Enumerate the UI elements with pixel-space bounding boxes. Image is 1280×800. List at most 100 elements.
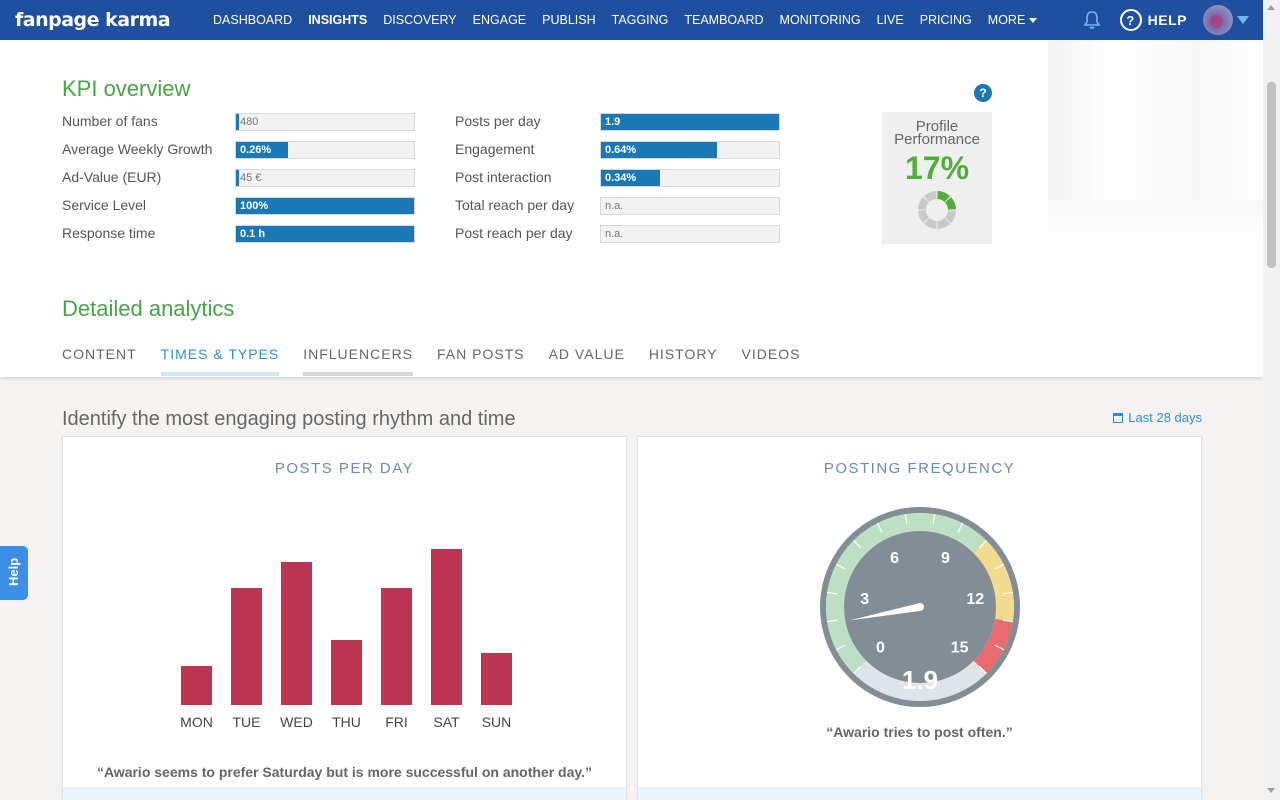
nav-item-discovery[interactable]: DISCOVERY	[383, 13, 457, 27]
help-side-tab-label: Help	[6, 557, 21, 586]
bar-sun[interactable]	[481, 653, 512, 705]
nav-item-engage[interactable]: ENGAGE	[472, 13, 527, 27]
kpi-left-bar[interactable]: 0.26%	[235, 141, 415, 159]
posts-per-day-caption: “Awario seems to prefer Saturday but is …	[96, 764, 593, 780]
kpi-right-label: Engagement	[455, 141, 535, 157]
posting-frequency-caption: “Awario tries to post often.”	[826, 724, 1013, 740]
kpi-bar-fill	[236, 170, 239, 186]
nav-item-live[interactable]: LIVE	[876, 13, 904, 27]
kpi-bar-fill	[236, 142, 288, 158]
posting-frequency-card: POSTING FREQUENCY 0 3 6 9 12 15 1.9 “Awario tr…	[637, 436, 1202, 800]
kpi-left-label: Number of fans	[62, 113, 158, 129]
kpi-right-bar[interactable]: n.a.	[600, 225, 780, 243]
gauge-tick	[978, 665, 987, 674]
kpi-left-bar[interactable]: 0.1 h	[235, 225, 415, 243]
date-range-label: Last 28 days	[1128, 410, 1202, 425]
kpi-left-bar[interactable]: 45 €	[235, 169, 415, 187]
help-label: HELP	[1147, 12, 1187, 28]
kpi-right-value: 0.34%	[605, 172, 637, 184]
nav-item-insights[interactable]: INSIGHTS	[308, 13, 368, 27]
posts-per-day-card: POSTS PER DAY MON TUE WED THU FRI SAT SUN “Awa…	[62, 436, 627, 800]
kpi-right-label: Posts per day	[455, 113, 541, 129]
kpi-left-label: Response time	[62, 225, 156, 241]
gauge-band	[973, 618, 1013, 674]
gauge-value-label: 1.9	[902, 665, 938, 695]
kpi-panel	[0, 40, 1263, 377]
scroll-thumb[interactable]	[1267, 82, 1276, 268]
tab-ad-value[interactable]: AD VALUE	[548, 346, 625, 362]
kpi-bar-fill	[236, 114, 239, 130]
bar-thu[interactable]	[331, 640, 362, 705]
brand-logo[interactable]: fanpage karma	[15, 9, 171, 31]
gauge-tick	[904, 514, 908, 525]
kpi-bar-fill	[601, 114, 779, 130]
kpi-right-label: Post reach per day	[455, 225, 573, 241]
tab-content[interactable]: CONTENT	[62, 346, 137, 362]
bar-fri[interactable]	[381, 588, 412, 705]
kpi-right-bar[interactable]: 0.64%	[600, 141, 780, 159]
performance-ring-segment	[945, 210, 956, 223]
gauge-tick	[994, 644, 1005, 651]
tab-fan-posts[interactable]: FAN POSTS	[437, 346, 525, 362]
page-scrollbar[interactable]	[1263, 0, 1280, 800]
nav-item-publish[interactable]: PUBLISH	[542, 13, 596, 27]
nav-item-more[interactable]: MORE	[980, 0, 1046, 40]
kpi-left-bar[interactable]: 100%	[235, 197, 415, 215]
performance-ring-segment	[937, 218, 950, 229]
bell-icon[interactable]	[1082, 10, 1102, 30]
gauge-tick	[994, 563, 1005, 570]
scroll-up-icon[interactable]	[1267, 5, 1275, 10]
nav-item-teamboard[interactable]: TEAMBOARD	[684, 13, 764, 27]
gauge-needle	[849, 603, 921, 621]
bar-wed[interactable]	[281, 562, 312, 705]
date-range-selector[interactable]: Last 28 days	[1113, 410, 1202, 425]
nav-item-dashboard[interactable]: DASHBOARD	[213, 13, 293, 27]
kpi-right-value: n.a.	[605, 200, 624, 212]
kpi-right-bar[interactable]: 0.34%	[600, 169, 780, 187]
tab-history[interactable]: HISTORY	[648, 346, 718, 362]
profile-performance-box[interactable]: Profile Performance 17%	[882, 112, 992, 244]
performance-ring-segment	[937, 191, 950, 202]
background-fade	[1048, 200, 1263, 240]
kpi-left-value: 45 €	[240, 172, 262, 184]
tab-times-types[interactable]: TIMES & TYPES	[160, 346, 280, 376]
gauge-tick	[1002, 619, 1013, 623]
help-button[interactable]: ? HELP	[1119, 9, 1187, 31]
nav-item-monitoring[interactable]: MONITORING	[779, 13, 861, 27]
gauge-needle-hub	[916, 603, 924, 611]
kpi-right-bar[interactable]: 1.9	[600, 113, 780, 131]
x-tick-label: SAT	[433, 714, 460, 730]
gauge-tick	[853, 665, 862, 674]
bar-sat[interactable]	[431, 549, 462, 705]
kpi-left-bar[interactable]: 480	[235, 113, 415, 131]
kpi-left-label: Average Weekly Growth	[62, 141, 213, 157]
gauge-tick	[876, 522, 883, 533]
gauge-tick	[835, 563, 846, 570]
card-footer	[638, 787, 1201, 800]
performance-ring-segment	[924, 218, 937, 229]
gauge-band	[973, 540, 1014, 622]
bar-tue[interactable]	[231, 588, 262, 705]
bar-mon[interactable]	[181, 666, 212, 705]
kpi-right-label: Post interaction	[455, 169, 552, 185]
x-tick-label: MON	[180, 714, 213, 730]
avatar[interactable]	[1203, 5, 1233, 35]
x-tick-label: FRI	[385, 714, 408, 730]
nav-item-tagging[interactable]: TAGGING	[611, 13, 669, 27]
chevron-down-icon	[1029, 18, 1038, 24]
scroll-down-icon[interactable]	[1267, 788, 1275, 793]
posts-per-day-title: POSTS PER DAY	[274, 460, 415, 477]
detailed-analytics-title: Detailed analytics	[62, 296, 235, 321]
help-side-tab[interactable]: Help	[0, 546, 28, 600]
caret-down-icon[interactable]	[1237, 16, 1249, 24]
gauge-tick	[1002, 591, 1013, 595]
nav-menu: DASHBOARD INSIGHTS DISCOVERY ENGAGE PUBL…	[205, 0, 1045, 40]
gauge-tick-label: 12	[966, 591, 984, 608]
nav-item-pricing[interactable]: PRICING	[919, 13, 972, 27]
kpi-bar-fill	[236, 226, 414, 242]
kpi-right-bar[interactable]: n.a.	[600, 197, 780, 215]
tab-influencers[interactable]: INFLUENCERS	[303, 346, 413, 376]
gauge-band	[826, 513, 987, 674]
tab-videos[interactable]: VIDEOS	[741, 346, 801, 362]
help-question-icon[interactable]: ?	[974, 84, 992, 102]
